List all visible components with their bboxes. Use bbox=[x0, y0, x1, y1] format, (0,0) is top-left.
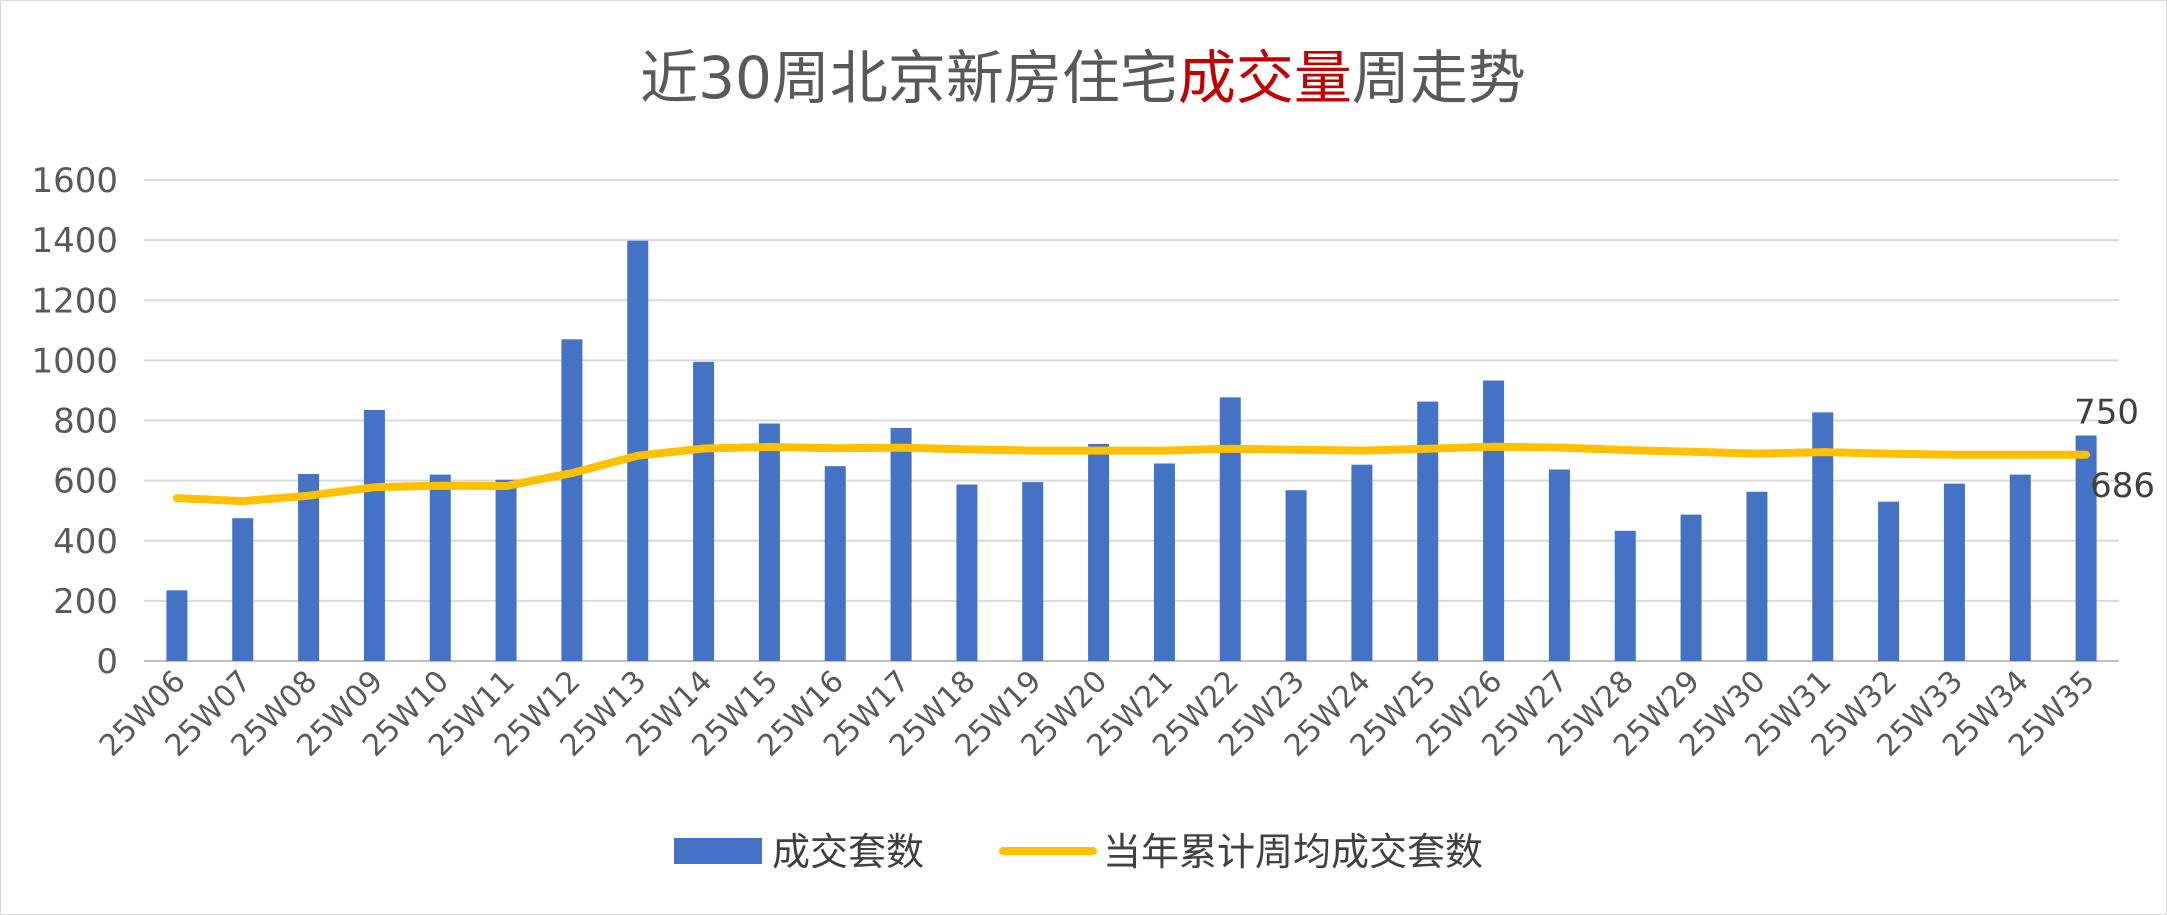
legend: 成交套数 当年累计周均成交套数 bbox=[674, 830, 1483, 874]
y-tick-label: 1000 bbox=[31, 341, 118, 381]
bar-25W26 bbox=[1483, 380, 1505, 661]
y-tick-label: 1200 bbox=[31, 281, 118, 321]
bar-25W25 bbox=[1417, 401, 1439, 661]
y-axis: 0 200 400 600 800 1000 1200 1400 1600 bbox=[31, 161, 118, 682]
bar-25W15 bbox=[758, 423, 780, 661]
bar-25W11 bbox=[495, 479, 517, 661]
x-axis: 25W0625W0725W0825W0925W1025W1125W1225W13… bbox=[93, 664, 2102, 764]
y-tick-label: 1400 bbox=[31, 221, 118, 261]
line-series bbox=[172, 442, 2091, 506]
bar-25W22 bbox=[1219, 397, 1241, 661]
y-tick-label: 400 bbox=[53, 522, 118, 562]
bar-25W19 bbox=[1022, 482, 1044, 661]
bar-25W20 bbox=[1088, 443, 1110, 661]
bar-value-label: 750 bbox=[2074, 393, 2139, 433]
bar-series bbox=[166, 240, 2097, 661]
bar-25W09 bbox=[363, 409, 385, 661]
bar-25W08 bbox=[298, 474, 320, 661]
legend-label-line: 当年累计周均成交套数 bbox=[1103, 830, 1483, 874]
bar-25W35 bbox=[2075, 435, 2097, 661]
bar-25W18 bbox=[956, 484, 978, 661]
bar-25W13 bbox=[627, 240, 649, 661]
bar-25W23 bbox=[1285, 490, 1307, 661]
bar-25W34 bbox=[2009, 474, 2031, 661]
bar-25W33 bbox=[1943, 483, 1965, 661]
average-line bbox=[172, 442, 2091, 506]
bar-25W28 bbox=[1614, 530, 1636, 661]
y-tick-label: 200 bbox=[53, 582, 118, 622]
bar-25W16 bbox=[824, 466, 846, 661]
data-labels: 750 686 bbox=[2074, 393, 2155, 506]
bar-25W31 bbox=[1812, 412, 1834, 661]
bar-25W17 bbox=[890, 428, 912, 661]
bar-25W30 bbox=[1746, 491, 1768, 661]
bar-25W06 bbox=[166, 590, 188, 661]
bar-25W10 bbox=[429, 474, 451, 661]
bar-25W07 bbox=[232, 518, 254, 661]
title-segment-0: 近30周北京新房住宅 bbox=[640, 44, 1178, 112]
legend-swatch-bar bbox=[674, 838, 762, 864]
bar-25W12 bbox=[561, 339, 583, 661]
bar-25W29 bbox=[1680, 514, 1702, 661]
bar-25W21 bbox=[1153, 463, 1175, 661]
y-tick-label: 0 bbox=[96, 642, 118, 682]
bar-25W27 bbox=[1548, 469, 1570, 661]
bar-25W14 bbox=[693, 361, 715, 661]
chart-title: 近30周北京新房住宅成交量周走势 bbox=[640, 44, 1526, 112]
y-tick-label: 1600 bbox=[31, 161, 118, 201]
title-segment-2: 周走势 bbox=[1352, 44, 1526, 112]
title-segment-1: 成交量 bbox=[1178, 44, 1352, 112]
line-value-label: 686 bbox=[2090, 466, 2155, 506]
bar-25W24 bbox=[1351, 464, 1373, 661]
gridlines bbox=[144, 179, 2119, 662]
y-tick-label: 600 bbox=[53, 462, 118, 502]
legend-label-bar: 成交套数 bbox=[772, 830, 924, 874]
bar-25W32 bbox=[1878, 501, 1900, 661]
y-tick-label: 800 bbox=[53, 402, 118, 442]
